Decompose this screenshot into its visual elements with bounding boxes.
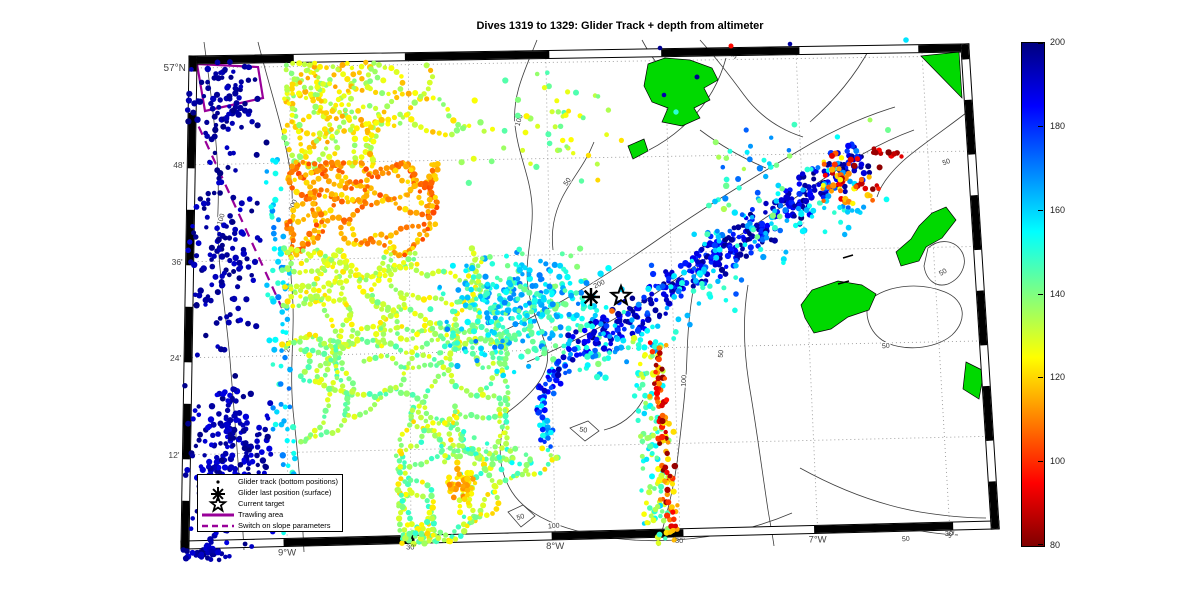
legend-label: Switch on slope parameters: [238, 521, 331, 530]
colorbar-tick-label: 160: [1050, 204, 1066, 215]
contour-label: 50: [563, 177, 573, 187]
x-axis-tick-label: 7°W: [809, 534, 827, 545]
colorbar-tick-mark: [1038, 125, 1043, 127]
legend-label: Current target: [238, 499, 285, 508]
colorbar-tick-mark: [1038, 209, 1043, 211]
x-axis-tick-label: 30': [675, 536, 685, 545]
legend: Glider track (bottom positions) Glider l…: [197, 474, 343, 532]
colorbar: [1021, 42, 1045, 547]
contour-label: 50: [942, 158, 952, 167]
legend-label: Glider track (bottom positions): [238, 477, 339, 486]
glider-last-position-marker: [582, 288, 600, 306]
star-marker-icon: [198, 493, 238, 513]
position-markers: [582, 283, 634, 307]
colorbar-tick-label: 100: [1050, 456, 1066, 467]
land-patches: [627, 51, 985, 400]
contour-label: 200: [593, 279, 607, 290]
contour-label: 50: [882, 343, 890, 351]
current-target-marker: [608, 283, 634, 307]
contour-label: 50: [902, 536, 910, 544]
y-axis-tick-label: 57°N: [164, 63, 186, 74]
contour-label: 50: [938, 268, 948, 278]
colorbar-tick-label: 120: [1050, 372, 1066, 383]
colorbar-tick-label: 180: [1050, 120, 1066, 131]
dot-marker-icon: [198, 476, 238, 488]
colorbar-tick-label: 140: [1050, 288, 1066, 299]
map-border: [180, 43, 1000, 550]
colorbar-tick-mark: [1038, 293, 1043, 295]
contour-label: 50: [579, 426, 588, 434]
axis-labels: 9°W 30' 8°W 30' 7°W 30' 57°N 48' 36' 24' 12': [164, 63, 956, 558]
colorbar-tick-label: 200: [1050, 37, 1066, 47]
colorbar-tick-mark: [1038, 461, 1043, 463]
colorbar-tick-mark: [1038, 377, 1043, 379]
solid-line-icon: [198, 509, 238, 521]
legend-label: Glider last position (surface): [238, 488, 332, 497]
x-axis-tick-label: 30': [945, 529, 955, 538]
x-axis-tick-label: 30': [406, 542, 416, 551]
figure-title: Dives 1319 to 1329: Glider Track + depth…: [476, 20, 764, 32]
legend-item-slope-parameters: Switch on slope parameters: [198, 520, 342, 531]
legend-item-current-target: Current target: [198, 493, 342, 513]
y-axis-tick-label: 36': [172, 257, 183, 267]
x-axis-tick-label: 8°W: [546, 541, 564, 552]
colorbar-tick-label: 80: [1050, 540, 1061, 550]
contour-label: 50: [516, 513, 525, 522]
y-axis-tick-label: 24': [170, 353, 181, 363]
contour-label: 50: [718, 350, 726, 358]
contour-label: 100: [548, 523, 560, 531]
contour-label: 100: [681, 375, 689, 387]
legend-label: Trawling area: [238, 510, 284, 519]
y-axis-tick-label: 12': [168, 450, 179, 460]
legend-item-trawling-area: Trawling area: [198, 509, 342, 520]
legend-item-glider-track: Glider track (bottom positions): [198, 476, 342, 487]
colorbar-tick-mark: [1038, 544, 1043, 545]
colorbar-tick-mark: [1038, 43, 1043, 44]
glider-track-points: [180, 37, 909, 563]
x-axis-tick-label: 9°W: [278, 547, 296, 558]
slope-parameters-line: [191, 111, 283, 309]
dashed-line-icon: [198, 520, 238, 532]
legend-item-last-position: Glider last position (surface): [198, 486, 342, 501]
y-axis-tick-label: 48': [173, 160, 184, 170]
